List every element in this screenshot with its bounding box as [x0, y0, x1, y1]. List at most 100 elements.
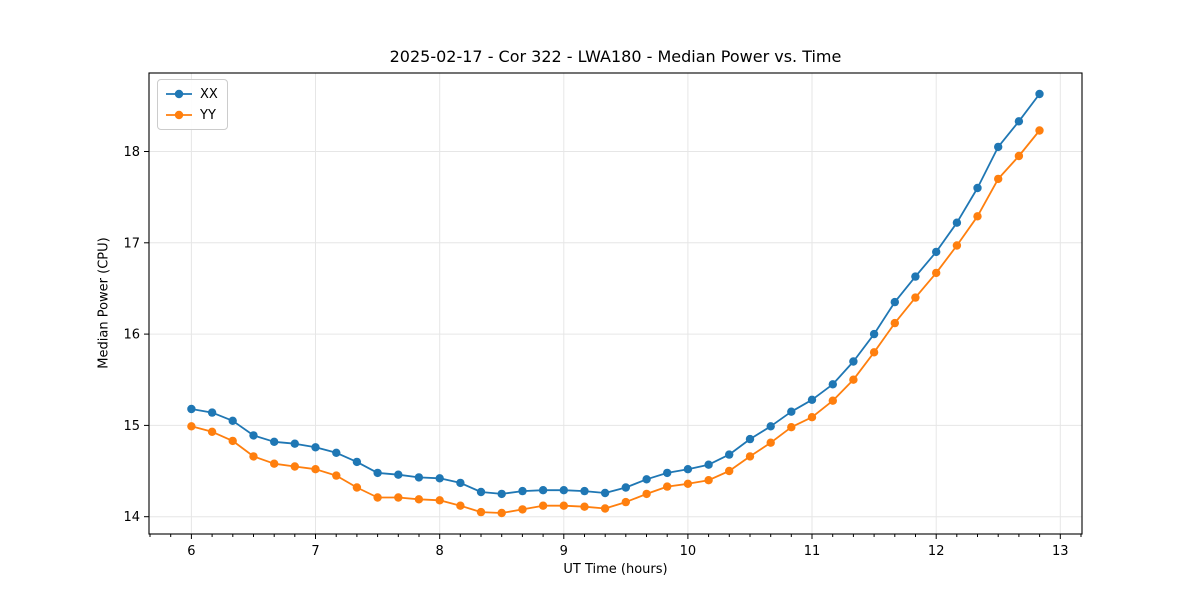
series-xx-point	[911, 272, 920, 281]
series-yy-point	[332, 471, 341, 480]
series-yy-point	[290, 462, 299, 471]
legend-item-yy: YY	[165, 106, 219, 124]
series-xx-point	[580, 486, 589, 496]
series-yy-point	[890, 318, 899, 328]
series-yy-point	[435, 496, 444, 505]
series-xx-point	[704, 460, 713, 469]
series-xx-point	[1035, 89, 1044, 99]
series-xx-point	[435, 474, 444, 483]
series-yy-point	[497, 508, 506, 518]
series-xx-point	[642, 475, 651, 484]
series-yy-point	[249, 452, 258, 461]
series-xx-point	[994, 142, 1003, 152]
series-yy-point	[600, 504, 610, 513]
series-xx-point	[187, 404, 196, 414]
series-xx-point	[952, 218, 962, 227]
series-yy-point	[352, 483, 362, 492]
series-yy-point	[869, 348, 879, 357]
series-xx-point	[745, 434, 755, 444]
series-yy-point	[787, 423, 796, 432]
series-yy-point	[911, 293, 920, 302]
series-xx-point	[414, 473, 424, 482]
series-xx-point	[518, 486, 527, 496]
series-yy-point	[766, 438, 775, 447]
series-yy-point	[187, 422, 196, 431]
legend-swatch-xx	[166, 89, 192, 99]
series-yy-point	[725, 466, 734, 476]
series-xx-point	[207, 408, 217, 417]
series-yy-point	[849, 375, 858, 384]
series-yy-point	[580, 502, 589, 511]
series-xx-point	[228, 416, 237, 425]
series-yy-point	[207, 427, 217, 436]
series-xx-point	[311, 443, 320, 452]
series-xx-point	[725, 450, 734, 459]
series-xx-point	[869, 329, 879, 339]
series-yy-point	[663, 482, 672, 491]
series-yy-point	[414, 495, 424, 504]
series-xx-line	[191, 93, 1041, 495]
series-xx-point	[538, 486, 548, 495]
series-yy-point	[642, 489, 651, 499]
series-yy-point	[1014, 151, 1024, 161]
series-xx-point	[787, 407, 796, 416]
x-tick-label-8: 8	[436, 544, 444, 559]
series-yy-point	[1035, 126, 1044, 135]
series-xx-point	[973, 183, 982, 193]
chart-title: 2025-02-17 - Cor 322 - LWA180 - Median P…	[389, 47, 842, 66]
series-xx-point	[600, 488, 610, 498]
series-yy-point	[952, 241, 962, 250]
series-yy-point	[373, 493, 382, 502]
series-xx-point	[807, 395, 817, 404]
series-xx-point	[828, 380, 837, 389]
series-xx-point	[621, 483, 630, 492]
legend-item-xx: XX	[165, 85, 219, 103]
series-xx-point	[373, 468, 382, 478]
x-tick-label-7: 7	[311, 544, 319, 559]
y-tick-label-17: 17	[123, 236, 140, 251]
legend-label-xx: XX	[200, 86, 218, 102]
series-yy-point	[807, 413, 817, 422]
series-yy-point	[311, 465, 320, 474]
series-yy-point	[745, 452, 755, 461]
series-xx-point	[890, 297, 899, 307]
series-yy-point	[228, 436, 237, 446]
series-xx-point	[1014, 117, 1024, 126]
y-tick-label-18: 18	[123, 145, 140, 160]
y-tick-label-16: 16	[123, 328, 140, 343]
series-xx-point	[849, 357, 858, 366]
x-tick-label-10: 10	[680, 544, 697, 559]
series-xx-point	[456, 478, 465, 488]
legend: XX YY	[157, 79, 228, 130]
axes-spines	[148, 72, 1083, 535]
series-yy-point	[828, 396, 837, 405]
series-xx-point	[663, 468, 672, 478]
series-xx-point	[394, 470, 403, 479]
series-yy-point	[270, 459, 279, 468]
series-yy-line	[191, 129, 1041, 514]
series-yy-point	[704, 476, 713, 485]
series-yy-point	[621, 497, 630, 507]
legend-label-yy: YY	[200, 107, 216, 123]
series-yy-point	[394, 493, 403, 502]
series-xx-point	[766, 422, 775, 431]
legend-swatch-yy	[166, 110, 192, 120]
series-yy-point	[538, 501, 548, 510]
series-yy-point	[456, 501, 465, 510]
series-yy-point	[683, 479, 693, 488]
series-xx-point	[559, 486, 568, 495]
y-tick-label-15: 15	[123, 419, 140, 434]
x-tick-label-9: 9	[560, 544, 568, 559]
y-axis-label: Median Power (CPU)	[96, 237, 112, 369]
series-xx-point	[476, 487, 486, 497]
series-xx-point	[332, 448, 341, 457]
y-tick-label-14: 14	[123, 510, 140, 525]
series-yy-point	[476, 507, 486, 517]
series-xx-point	[270, 437, 279, 446]
x-tick-label-12: 12	[928, 544, 945, 559]
series-yy-point	[518, 505, 527, 514]
series-xx-point	[932, 247, 941, 257]
series-yy-point	[559, 501, 568, 510]
